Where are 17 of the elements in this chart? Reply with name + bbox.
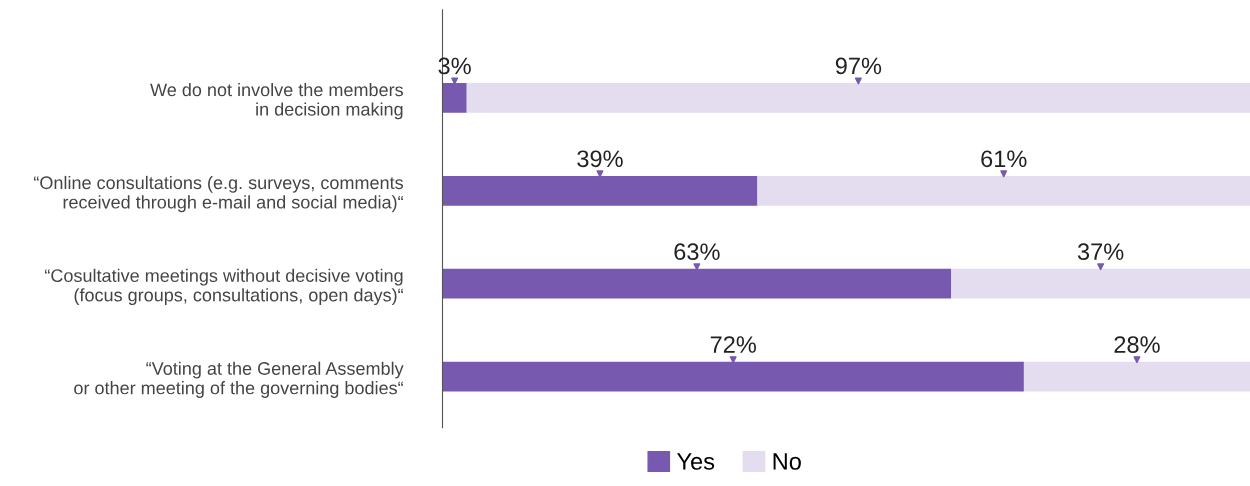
bar (757, 175, 1250, 206)
y-tick-label: We do not involve the members in decision making (150, 83, 403, 120)
y-tick-label: “Voting at the General Assembly or other meeting of the governing bodies“ (74, 361, 404, 398)
data-label: 63% (674, 243, 720, 261)
legend-label: Yes (677, 453, 715, 470)
data-label: 97% (835, 57, 882, 75)
legend-label: No (773, 453, 801, 470)
data-label: 28% (1114, 336, 1160, 353)
bar (951, 268, 1250, 299)
data-label: 37% (1077, 243, 1124, 261)
data-label: 61% (981, 150, 1027, 168)
y-tick-label: “Cosultative meetings without decisive voting (focus groups, consultations, open days)“ (45, 268, 403, 306)
data-label: 72% (710, 336, 756, 353)
y-tick-label: “Online consultations (e.g. surveys, comments received through e-mail and social media)“ (34, 175, 403, 213)
bar (1023, 361, 1250, 392)
bar (466, 83, 1250, 113)
data-label: 39% (577, 150, 623, 168)
